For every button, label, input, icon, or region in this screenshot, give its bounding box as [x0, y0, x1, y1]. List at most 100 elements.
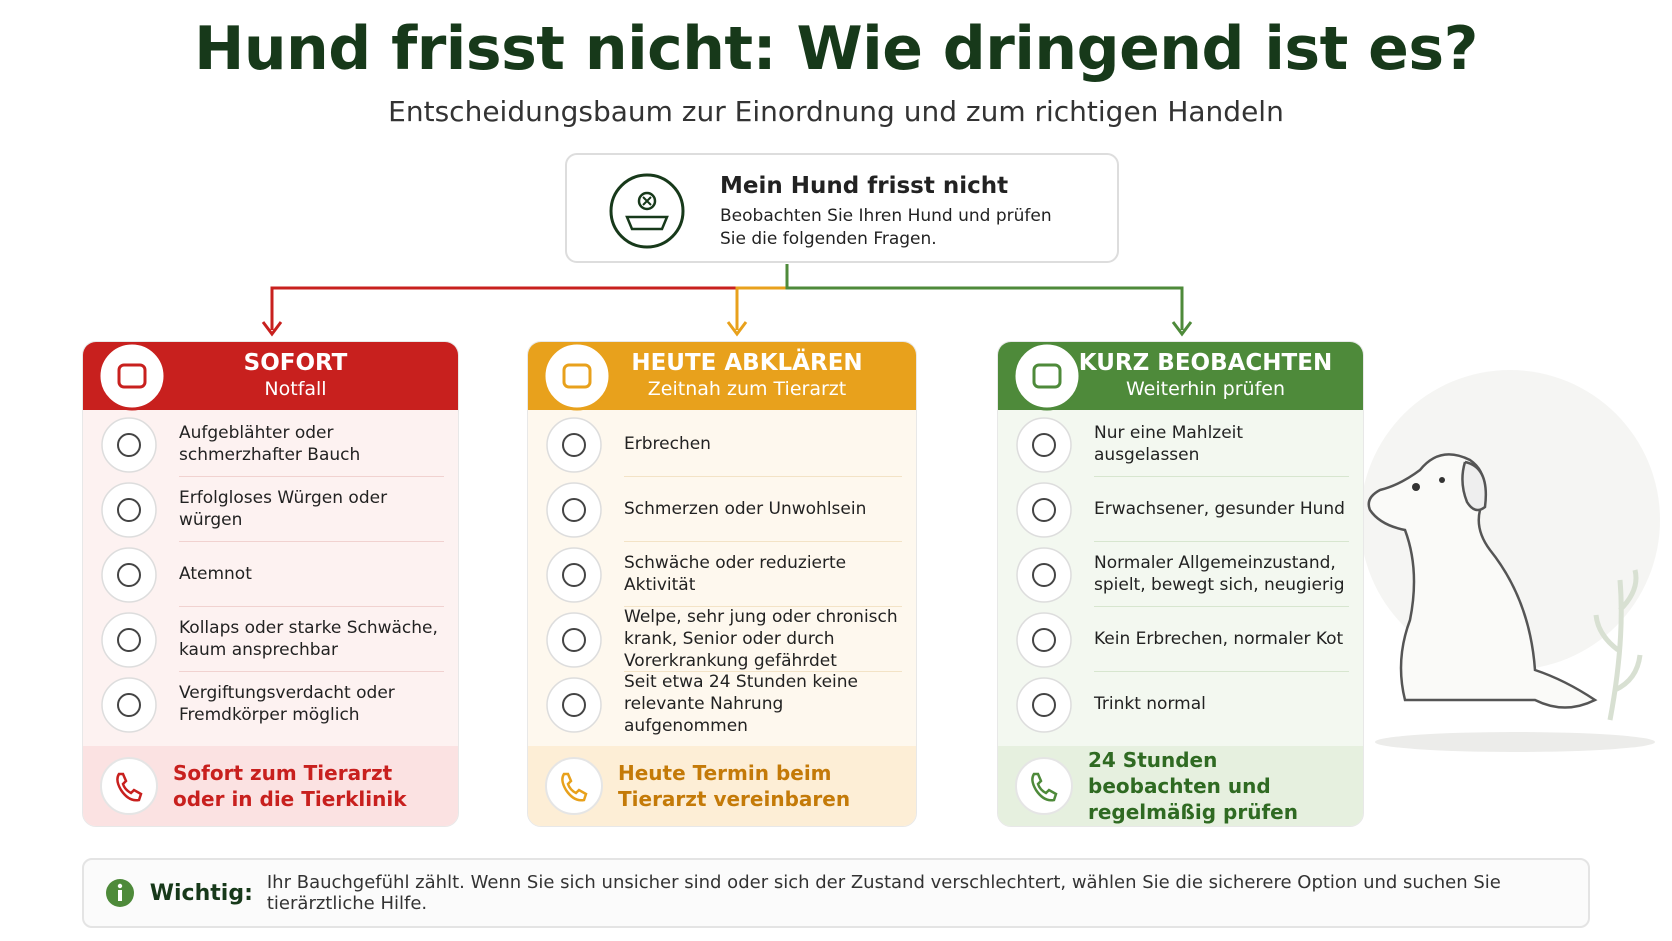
column-title: KURZ BEOBACHTEN: [1078, 350, 1333, 376]
criterion-text: Erwachsener, gesunder Hund: [1094, 477, 1349, 542]
icon-circle: [1015, 757, 1073, 815]
start-box: Mein Hund frisst nicht Beobachten Sie Ih…: [565, 153, 1119, 263]
action-box: Heute Termin beim Tierarzt vereinbaren: [528, 746, 916, 826]
start-title: Mein Hund frisst nicht: [720, 173, 1009, 199]
criterion-row: Erfolgloses Würgen oder würgen: [83, 477, 458, 542]
row-icon: [1016, 417, 1072, 473]
icon-glyph: [1032, 693, 1056, 717]
row-icon: [101, 612, 157, 668]
criterion-row: Normaler Allgemeinzustand, spielt, beweg…: [998, 542, 1363, 607]
criterion-text: Welpe, sehr jung oder chronisch krank, S…: [624, 607, 902, 672]
row-icon: [546, 612, 602, 668]
icon-circle: [101, 417, 157, 473]
icon-circle: [100, 757, 158, 815]
arrow-head: [726, 321, 748, 337]
criterion-text: Trinkt normal: [1094, 694, 1206, 714]
icon-circle: [1012, 342, 1082, 411]
icon-glyph: [1031, 772, 1058, 802]
column-title: HEUTE ABKLÄREN: [631, 350, 863, 376]
icon-circle: [546, 417, 602, 473]
bowl-icon: [609, 173, 685, 249]
criterion-row: Welpe, sehr jung oder chronisch krank, S…: [528, 607, 916, 672]
icon-circle: [101, 612, 157, 668]
icon-glyph: [117, 363, 147, 389]
row-icon: [101, 482, 157, 538]
icon-circle: [546, 482, 602, 538]
action-icon: [100, 757, 158, 815]
criterion-row: Schmerzen oder Unwohlsein: [528, 477, 916, 542]
icon-circle: [1016, 612, 1072, 668]
criterion-row: Erbrechen: [528, 412, 916, 477]
category-column: KURZ BEOBACHTEN Weiterhin prüfen Nur eine …: [997, 341, 1364, 827]
criterion-text: Seit etwa 24 Stunden keine relevante Nah…: [624, 672, 859, 736]
criterion-text: Nur eine Mahlzeit ausgelassen: [1094, 412, 1349, 477]
icon-glyph: [1032, 433, 1056, 457]
criterion-row: Atemnot: [83, 542, 458, 607]
column-title: SOFORT: [243, 350, 348, 376]
dog-shadow: [1375, 732, 1655, 752]
note: Wichtig: Ihr Bauchgefühl zählt. Wenn Sie…: [82, 858, 1590, 928]
icon-glyph: [562, 693, 586, 717]
icon-glyph: [562, 628, 586, 652]
row-icon: [546, 417, 602, 473]
icon-glyph: [117, 563, 141, 587]
icon-glyph: [1032, 628, 1056, 652]
action-box: 24 Stunden beobachten und regelmäßig prü…: [998, 746, 1363, 826]
icon-glyph: [1032, 563, 1056, 587]
criterion-text: Erfolgloses Würgen oder würgen: [179, 477, 444, 542]
criterion-row: Erwachsener, gesunder Hund: [998, 477, 1363, 542]
icon-glyph: [117, 693, 141, 717]
criterion-row: Kein Erbrechen, normaler Kot: [998, 607, 1363, 672]
action-text: Heute Termin beim Tierarzt vereinbaren: [618, 761, 851, 811]
icon-circle: [1016, 677, 1072, 733]
icon-glyph: [117, 628, 141, 652]
criterion-row: Kollaps oder starke Schwäche, kaum anspr…: [83, 607, 458, 672]
arrow-head: [1171, 321, 1193, 337]
connector: [735, 264, 789, 330]
arrow-head: [261, 321, 283, 337]
row-icon: [101, 547, 157, 603]
action-box: Sofort zum Tierarzt oder in die Tierklin…: [83, 746, 458, 826]
action-text: 24 Stunden beobachten und regelmäßig prü…: [1088, 748, 1298, 824]
icon-circle: [546, 677, 602, 733]
icon-glyph: [562, 563, 586, 587]
icon-circle: [97, 342, 167, 411]
criterion-row: Trinkt normal: [998, 672, 1363, 737]
dog-eye: [1439, 477, 1445, 483]
icon-circle: [546, 547, 602, 603]
icon-circle: [101, 482, 157, 538]
action-icon: [545, 757, 603, 815]
column-subtitle: Zeitnah zum Tierarzt: [647, 378, 847, 400]
criterion-text: Vergiftungsverdacht oder Fremdkörper mög…: [179, 683, 395, 725]
row-icon: [101, 417, 157, 473]
icon-glyph: [562, 363, 592, 389]
note-text: Ihr Bauchgefühl zählt. Wenn Sie sich uns…: [266, 872, 1501, 914]
criterion-text: Schmerzen oder Unwohlsein: [624, 477, 902, 542]
icon-glyph: [116, 772, 143, 802]
row-icon: [546, 482, 602, 538]
info-icon: [106, 879, 134, 907]
criterion-row: Nur eine Mahlzeit ausgelassen: [998, 412, 1363, 477]
action-text: Sofort zum Tierarzt oder in die Tierklin…: [173, 761, 407, 811]
action-icon: [1015, 757, 1073, 815]
icon-circle: [546, 612, 602, 668]
criterion-row: Schwäche oder reduzierte Aktivität: [528, 542, 916, 607]
icon-circle: [545, 757, 603, 815]
icon-glyph: [561, 772, 588, 802]
connector: [270, 264, 789, 330]
icon-glyph: [1032, 498, 1056, 522]
header-icon: [97, 342, 167, 411]
row-icon: [1016, 612, 1072, 668]
row-icon: [546, 677, 602, 733]
icon-circle: [1016, 547, 1072, 603]
criterion-text: Aufgeblähter oder schmerzhafter Bauch: [179, 412, 444, 477]
icon-glyph: [562, 498, 586, 522]
criterion-row: Aufgeblähter oder schmerzhafter Bauch: [83, 412, 458, 477]
title: Hund frisst nicht: Wie dringend ist es?: [194, 14, 1478, 84]
dog-nose: [1412, 483, 1420, 491]
icon-glyph: [117, 498, 141, 522]
note-label: Wichtig:: [149, 880, 253, 906]
icon-glyph: [1032, 363, 1062, 389]
